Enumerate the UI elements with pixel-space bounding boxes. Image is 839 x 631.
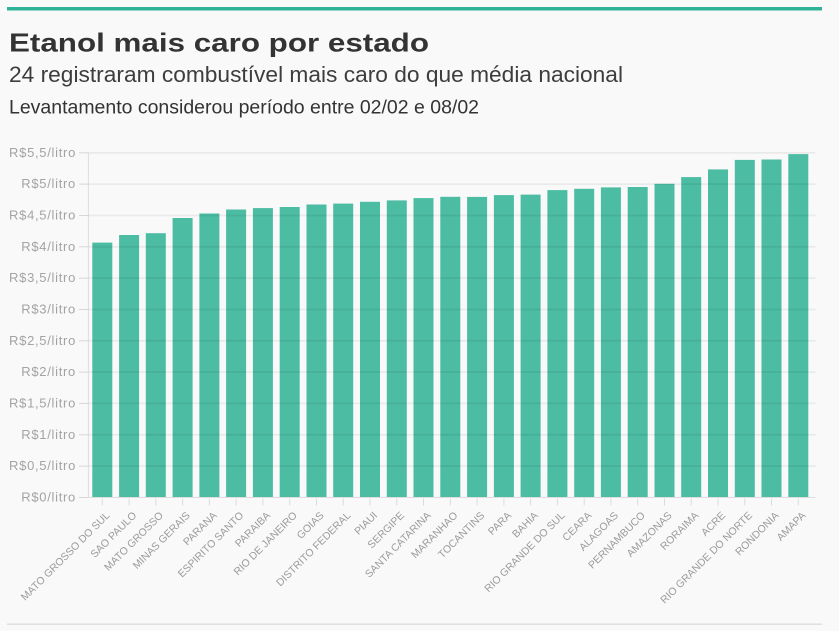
svg-text:R$2/litro: R$2/litro	[21, 364, 76, 379]
svg-text:R$0/litro: R$0/litro	[21, 490, 76, 505]
svg-text:R$4,5/litro: R$4,5/litro	[9, 208, 76, 223]
svg-text:R$0,5/litro: R$0,5/litro	[9, 458, 76, 473]
svg-text:R$1/litro: R$1/litro	[21, 427, 76, 442]
svg-text:Etanol mais caro por estado: Etanol mais caro por estado	[9, 27, 429, 57]
svg-text:AMAPA: AMAPA	[774, 510, 808, 544]
svg-text:R$4/litro: R$4/litro	[21, 239, 76, 254]
svg-text:R$5/litro: R$5/litro	[21, 176, 76, 191]
svg-text:Levantamento considerou períod: Levantamento considerou período entre 02…	[9, 98, 479, 119]
svg-text:R$3,5/litro: R$3,5/litro	[9, 270, 76, 285]
svg-text:R$2,5/litro: R$2,5/litro	[9, 333, 76, 348]
svg-text:R$5,5/litro: R$5,5/litro	[9, 145, 76, 160]
svg-text:R$3/litro: R$3/litro	[21, 302, 76, 317]
svg-text:R$1,5/litro: R$1,5/litro	[9, 395, 76, 410]
svg-text:24 registraram combustível mai: 24 registraram combustível mais caro do …	[9, 62, 623, 87]
svg-text:PARA: PARA	[486, 510, 514, 538]
